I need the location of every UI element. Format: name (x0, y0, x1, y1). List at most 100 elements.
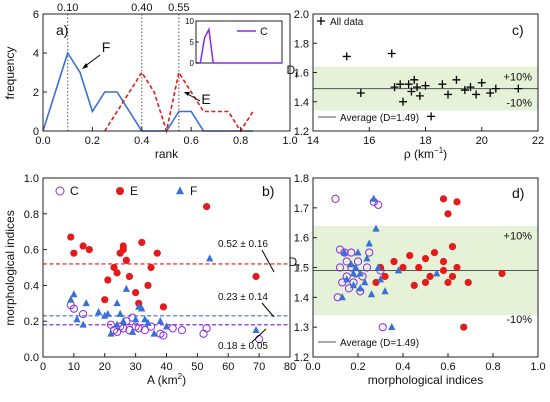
data-point-all (452, 75, 461, 84)
data-point-c (344, 284, 354, 293)
data-point-e (67, 233, 75, 241)
data-point-all (399, 97, 407, 106)
data-point-all (477, 78, 486, 87)
y-tick-label: 1.4 (294, 97, 309, 109)
series-line-f (42, 51, 253, 132)
data-point-f (113, 299, 121, 307)
data-point-f (128, 327, 137, 335)
annotation-arrowhead (184, 92, 190, 96)
data-point-all (427, 112, 436, 121)
data-point-f (150, 329, 158, 337)
data-point-f (252, 325, 260, 334)
x-tick-label: 22 (532, 135, 544, 147)
label-arrow (251, 328, 267, 343)
data-point-e (439, 195, 448, 203)
data-point-e (110, 263, 118, 272)
data-point-f (376, 275, 385, 283)
band-plus-label: +10% (504, 231, 533, 243)
data-point-e (144, 281, 152, 289)
x-tick-label: 0.4 (395, 361, 410, 373)
data-point-e (460, 323, 468, 331)
x-tick-label: 0.0 (35, 135, 50, 147)
x-tick-label: 80 (284, 361, 296, 373)
data-point-c (177, 326, 187, 335)
y-tick-label: 0.6 (24, 245, 39, 257)
inset-frame (195, 20, 283, 64)
data-point-e (498, 269, 506, 278)
data-point-c (362, 263, 372, 272)
annotation-e: E (201, 91, 210, 107)
data-point-all (460, 86, 469, 95)
series-line-e (104, 70, 254, 135)
y-tick-label: 0.8 (24, 209, 39, 221)
data-point-e (113, 269, 121, 277)
x-tick-label: 0.6 (184, 135, 199, 147)
x-tick-label: 18 (419, 135, 431, 147)
data-point-e (426, 272, 434, 281)
data-point-all (491, 84, 500, 93)
data-point-f (363, 254, 371, 262)
y-tick-label: 2 (33, 87, 39, 99)
y-tick-label: 1.8 (294, 173, 309, 185)
data-point-f (132, 315, 140, 323)
inset-y-tick-label: 5 (190, 38, 195, 47)
y-axis-label: frequency (3, 47, 17, 100)
inset-y-tick-label: 10 (185, 17, 194, 26)
data-point-f (370, 194, 378, 202)
y-tick-label: 0 (33, 126, 39, 138)
data-point-e (159, 303, 168, 311)
data-point-f (94, 308, 103, 316)
inset-legend-label: C (260, 26, 268, 38)
data-point-e (138, 238, 146, 247)
x-tick-label: 0.2 (85, 135, 100, 147)
x-tick-label: 1.0 (282, 135, 297, 147)
y-tick-label: 4 (33, 48, 39, 60)
data-point-e (464, 278, 472, 287)
x-tick-label: 70 (253, 361, 265, 373)
data-point-e (406, 251, 414, 260)
legend-label: E (130, 184, 138, 198)
data-point-f (162, 322, 171, 330)
x-tick-label: 0.4 (134, 135, 149, 147)
legend-label: All data (330, 17, 364, 28)
data-point-f (176, 186, 184, 195)
data-point-all (317, 17, 325, 25)
data-point-f (347, 260, 355, 268)
data-point-e (132, 288, 140, 297)
data-point-e (381, 272, 389, 281)
y-axis-label: Df (287, 63, 299, 80)
data-point-f (67, 295, 75, 303)
y-tick-label: 1.2 (294, 352, 309, 364)
data-point-e (252, 272, 260, 281)
data-point-e (399, 263, 407, 272)
data-point-c (140, 326, 149, 335)
y-tick-label: 1.7 (294, 203, 309, 215)
panel-a: 0.10 0.40 0.55 0.0 0.2 0.4 0.6 0.8 1.0 0 2 4 6 F Ea) fr… (3, 2, 298, 161)
data-point-f (338, 293, 346, 301)
data-point-f (394, 266, 403, 274)
data-point-f (82, 299, 90, 307)
data-point-c (353, 257, 363, 266)
data-point-e (439, 257, 448, 266)
legend-label: F (190, 184, 197, 198)
data-point-all (514, 84, 523, 93)
data-point-f (374, 263, 382, 271)
x-axis-label: A (km2) (147, 372, 186, 387)
x-tick-label: 0.2 (350, 361, 365, 373)
data-point-f (138, 304, 146, 312)
data-point-all (407, 87, 416, 96)
y-tick-label: 1.5 (294, 263, 309, 275)
data-point-e (122, 256, 130, 264)
legend-average-label: Average (D=1.49) (340, 338, 419, 349)
data-point-c (335, 263, 345, 272)
data-point-all (466, 83, 475, 92)
data-point-f (365, 239, 373, 247)
y-tick-label: 0.4 (24, 280, 39, 292)
data-point-e (116, 187, 124, 195)
data-point-c (55, 186, 65, 196)
data-point-e (430, 248, 439, 257)
y-tick-label: 1.0 (24, 173, 39, 185)
data-point-c (374, 200, 383, 209)
plot-frame (42, 13, 291, 132)
data-point-c (331, 194, 340, 203)
